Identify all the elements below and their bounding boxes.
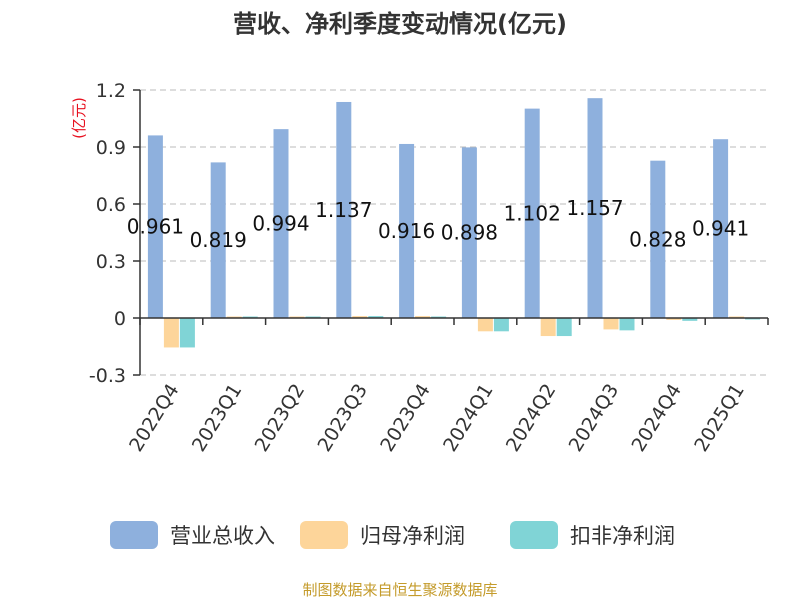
- y-axis-ticks: -0.3 0 0.3 0.6 0.9 1.2: [89, 80, 126, 387]
- bar-2024Q1-2: [494, 318, 509, 331]
- data-label-2024Q3: 1.157: [566, 196, 623, 220]
- legend-swatch-1: [300, 521, 348, 549]
- data-label-2023Q4: 0.916: [378, 219, 435, 243]
- data-label-2023Q2: 0.994: [252, 212, 309, 236]
- x-axis-ticks: 2022Q42023Q12023Q22023Q32023Q42024Q12024…: [125, 380, 749, 456]
- x-tick-label: 2023Q1: [188, 380, 247, 456]
- y-tick-label: 0.6: [96, 194, 126, 216]
- data-label-2024Q4: 0.828: [629, 227, 686, 251]
- y-tick-label: 0.9: [96, 137, 126, 159]
- x-tick-label: 2023Q3: [313, 380, 372, 456]
- data-label-2025Q1: 0.941: [692, 217, 749, 241]
- x-tick-label: 2025Q1: [690, 380, 749, 456]
- x-tick-label: 2024Q1: [439, 380, 498, 456]
- data-label-2023Q3: 1.137: [315, 198, 372, 222]
- legend-label-1: 归母净利润: [360, 524, 465, 548]
- data-label-2024Q2: 1.102: [504, 201, 561, 225]
- x-tick-label: 2023Q2: [251, 380, 310, 456]
- data-label-2023Q1: 0.819: [190, 228, 247, 252]
- y-axis-label: (亿元): [70, 97, 88, 139]
- y-tick-label: 0: [114, 308, 126, 330]
- bar-2024Q3-2: [620, 318, 635, 330]
- x-tick-label: 2024Q3: [565, 380, 624, 456]
- bar-2022Q4-2: [180, 318, 195, 347]
- x-tick-label: 2022Q4: [125, 380, 184, 456]
- data-label-2022Q4: 0.961: [127, 215, 184, 239]
- legend-swatch-2: [510, 521, 558, 549]
- chart-title: 营收、净利季度变动情况(亿元): [233, 10, 567, 38]
- data-label-2024Q1: 0.898: [441, 221, 498, 245]
- y-tick-label: 0.3: [96, 251, 126, 273]
- legend-label-2: 扣非净利润: [570, 524, 675, 548]
- bar-2024Q3-1: [604, 318, 619, 329]
- source-note: 制图数据来自恒生聚源数据库: [302, 581, 497, 599]
- bar-2022Q4-1: [164, 318, 179, 347]
- legend: 营业总收入 归母净利润 扣非净利润: [110, 521, 675, 549]
- x-tick-label: 2023Q4: [376, 380, 435, 456]
- y-tick-label: 1.2: [96, 80, 126, 102]
- bar-2024Q1-1: [478, 318, 493, 331]
- bar-2024Q2-2: [557, 318, 572, 336]
- bar-2024Q2-1: [541, 318, 556, 336]
- y-tick-label: -0.3: [89, 365, 126, 387]
- x-tick-label: 2024Q2: [502, 380, 561, 456]
- legend-label-0: 营业总收入: [170, 524, 275, 548]
- x-tick-label: 2024Q4: [627, 380, 686, 456]
- legend-swatch-0: [110, 521, 158, 549]
